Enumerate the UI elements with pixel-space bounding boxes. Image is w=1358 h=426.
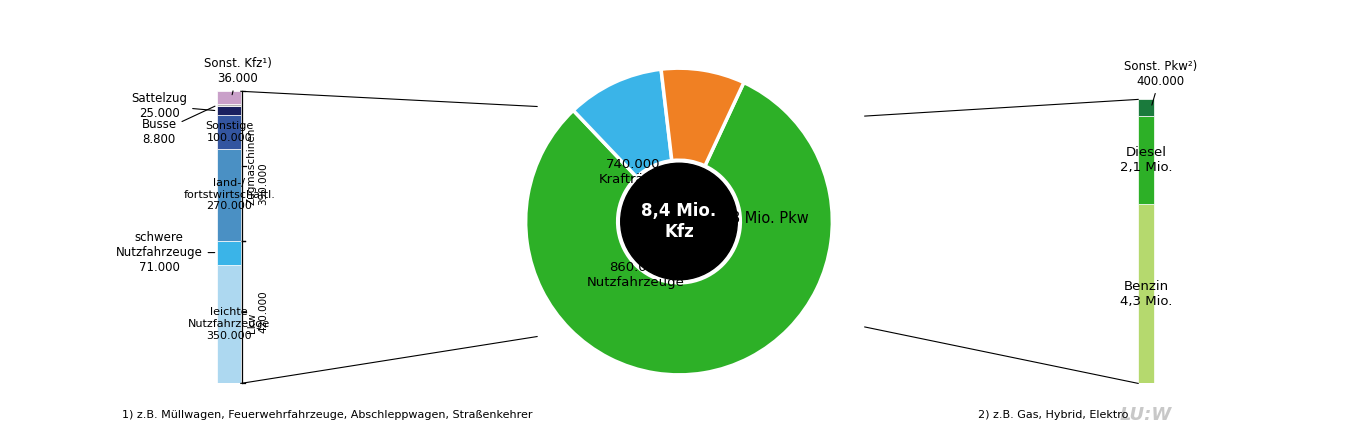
Text: Sonst. Pkw²)
400.000: Sonst. Pkw²) 400.000 [1124,60,1198,105]
Text: 8,4 Mio.
Kfz: 8,4 Mio. Kfz [641,202,717,241]
Text: Sonst. Kfz¹)
36.000: Sonst. Kfz¹) 36.000 [204,58,272,95]
Bar [217,104,240,106]
Text: leichte
Nutzfahrzeuge
350.000: leichte Nutzfahrzeuge 350.000 [187,308,270,341]
Text: schwere
Nutzfahrzeuge
71.000: schwere Nutzfahrzeuge 71.000 [115,231,215,274]
Text: Diesel
2,1 Mio.: Diesel 2,1 Mio. [1120,146,1172,174]
Text: Sattelzug
25.000: Sattelzug 25.000 [132,92,215,120]
Bar [1138,99,1154,116]
Text: land-/
fortstwirtschaftl.
270.000: land-/ fortstwirtschaftl. 270.000 [183,178,276,211]
Bar [217,241,240,265]
Bar [217,115,240,149]
Text: 740.000
Krafträder: 740.000 Krafträder [599,158,667,187]
Text: Busse
8.800: Busse 8.800 [141,106,215,146]
Bar [1138,204,1154,383]
Text: Zugmaschinen
390.000: Zugmaschinen 390.000 [247,127,269,204]
Text: Lkw
420.000: Lkw 420.000 [247,291,269,333]
Bar [217,91,240,104]
Text: 6,8 Mio. Pkw: 6,8 Mio. Pkw [717,211,809,226]
Wedge shape [661,68,744,166]
Bar [1138,116,1154,204]
Text: Benzin
4,3 Mio.: Benzin 4,3 Mio. [1120,279,1172,308]
Wedge shape [573,69,672,177]
Bar [217,149,240,241]
Text: Sonstige
100.000: Sonstige 100.000 [205,121,254,143]
Circle shape [621,163,737,280]
Bar [217,106,240,115]
Text: 2) z.B. Gas, Hybrid, Elektro: 2) z.B. Gas, Hybrid, Elektro [978,410,1128,420]
Text: 1) z.B. Müllwagen, Feuerwehrfahrzeuge, Abschleppwagen, Straßenkehrer: 1) z.B. Müllwagen, Feuerwehrfahrzeuge, A… [122,410,532,420]
Text: 860.000
Nutzfahrzeuge: 860.000 Nutzfahrzeuge [587,261,684,289]
Text: LU:W: LU:W [1120,406,1172,423]
Bar [217,265,240,383]
Wedge shape [526,83,832,375]
